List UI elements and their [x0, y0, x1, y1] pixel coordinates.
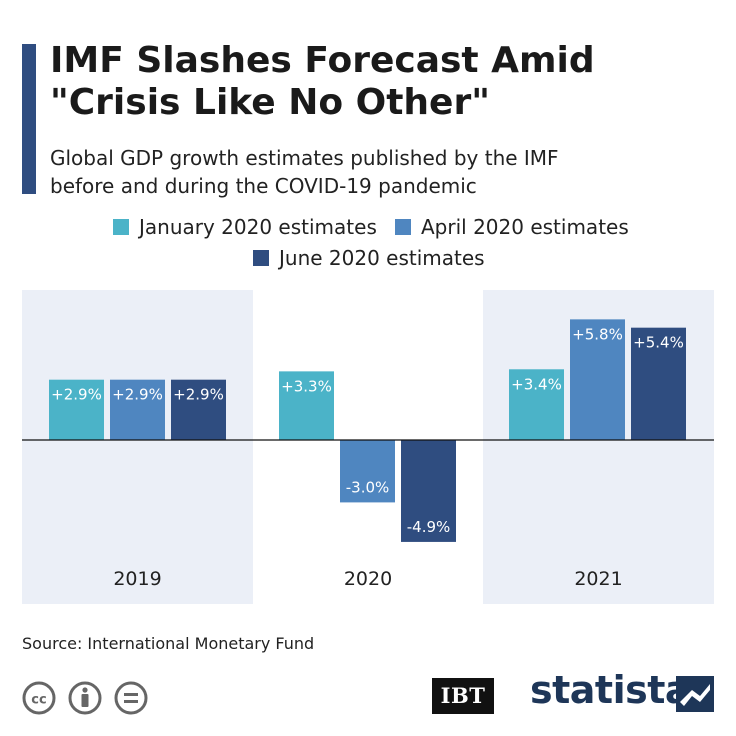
legend-label-june: June 2020 estimates	[279, 246, 485, 270]
legend-label-april: April 2020 estimates	[421, 215, 629, 239]
legend-swatch-january	[113, 219, 129, 235]
legend-swatch-april	[395, 219, 411, 235]
chart-subtitle-line-1: Global GDP growth estimates published by…	[50, 146, 559, 170]
bar-2021-series-3	[631, 327, 686, 440]
x-tick-label-2019: 2019	[113, 568, 161, 590]
ibt-logo: IBT	[432, 678, 494, 714]
bar-2020-series-1	[279, 371, 334, 440]
chart-panel-2019	[22, 290, 253, 604]
bar-2021-series-2	[570, 319, 625, 440]
statista-logo: statista	[530, 668, 691, 712]
chart-title: IMF Slashes Forecast Amid "Crisis Like N…	[50, 40, 595, 124]
chart-title-line-2: "Crisis Like No Other"	[50, 82, 490, 123]
legend-swatch-june	[253, 250, 269, 266]
bar-value-label-2021-series-3: +5.4%	[633, 334, 684, 352]
bar-2021-series-1	[509, 369, 564, 440]
legend-label-january: January 2020 estimates	[139, 215, 377, 239]
chart-subtitle-line-2: before and during the COVID-19 pandemic	[50, 174, 477, 198]
bar-value-label-2020-series-1: +3.3%	[281, 377, 332, 395]
chart-subtitle: Global GDP growth estimates published by…	[50, 144, 559, 200]
license-icons: cc	[22, 681, 148, 715]
bar-value-label-2021-series-1: +3.4%	[511, 375, 562, 393]
bar-2019-series-2	[110, 379, 165, 440]
source-note: Source: International Monetary Fund	[22, 634, 315, 653]
bar-value-label-2020-series-2: -3.0%	[346, 478, 390, 496]
bar-value-label-2019-series-2: +2.9%	[112, 386, 163, 404]
bar-value-label-2019-series-1: +2.9%	[51, 386, 102, 404]
no-derivatives-icon	[114, 681, 148, 715]
bar-2019-series-3	[171, 379, 226, 440]
attribution-icon	[68, 681, 102, 715]
x-tick-label-2021: 2021	[574, 568, 622, 590]
title-accent-bar	[22, 44, 36, 194]
bar-2019-series-1	[49, 379, 104, 440]
bar-2020-series-3	[401, 440, 456, 542]
statista-mark-icon	[676, 676, 714, 712]
chart-title-line-1: IMF Slashes Forecast Amid	[50, 40, 595, 81]
bar-value-label-2019-series-3: +2.9%	[173, 386, 224, 404]
bar-value-label-2021-series-2: +5.8%	[572, 325, 623, 343]
creative-commons-icon: cc	[22, 681, 56, 715]
svg-text:cc: cc	[31, 693, 46, 708]
bar-2020-series-2	[340, 440, 395, 503]
bar-value-label-2020-series-3: -4.9%	[407, 518, 451, 536]
x-tick-label-2020: 2020	[344, 568, 392, 590]
